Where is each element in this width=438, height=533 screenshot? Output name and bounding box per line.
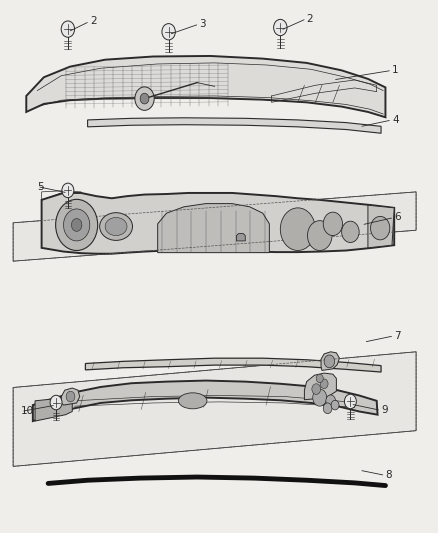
Circle shape — [64, 209, 90, 241]
Circle shape — [50, 395, 62, 410]
Polygon shape — [26, 56, 385, 117]
Text: 2: 2 — [307, 14, 313, 23]
Text: 2: 2 — [90, 17, 96, 26]
Polygon shape — [237, 233, 245, 241]
Circle shape — [316, 374, 323, 383]
Circle shape — [331, 400, 339, 410]
Circle shape — [307, 221, 332, 251]
Circle shape — [312, 384, 321, 394]
Circle shape — [323, 403, 332, 414]
Text: 4: 4 — [392, 115, 399, 125]
Circle shape — [342, 221, 359, 243]
Circle shape — [62, 183, 74, 198]
Circle shape — [280, 208, 315, 251]
Polygon shape — [88, 118, 381, 133]
Text: 7: 7 — [394, 331, 401, 341]
Polygon shape — [304, 373, 336, 400]
Text: 9: 9 — [381, 406, 388, 415]
Polygon shape — [61, 388, 80, 405]
Polygon shape — [13, 192, 416, 261]
Polygon shape — [368, 205, 394, 248]
Polygon shape — [158, 204, 269, 253]
Circle shape — [323, 212, 343, 236]
Circle shape — [344, 394, 357, 409]
Circle shape — [66, 391, 75, 402]
Circle shape — [313, 389, 327, 406]
Text: 6: 6 — [394, 213, 401, 222]
Text: 3: 3 — [199, 19, 206, 29]
Circle shape — [326, 395, 336, 407]
Polygon shape — [13, 352, 416, 466]
Polygon shape — [321, 352, 339, 370]
Ellipse shape — [100, 213, 132, 240]
Circle shape — [71, 219, 82, 231]
Text: 5: 5 — [37, 182, 44, 191]
Circle shape — [140, 93, 149, 104]
Circle shape — [274, 19, 287, 36]
Circle shape — [61, 21, 74, 37]
Ellipse shape — [105, 217, 127, 236]
Text: 8: 8 — [385, 471, 392, 480]
Text: 10: 10 — [21, 407, 34, 416]
Circle shape — [324, 355, 335, 368]
Polygon shape — [42, 193, 394, 254]
Circle shape — [320, 379, 328, 389]
Polygon shape — [85, 358, 381, 372]
Circle shape — [56, 199, 98, 251]
Polygon shape — [33, 381, 378, 421]
Ellipse shape — [178, 393, 207, 409]
Circle shape — [162, 23, 175, 40]
Circle shape — [135, 87, 154, 110]
Circle shape — [371, 216, 390, 240]
Polygon shape — [35, 394, 72, 421]
Text: 1: 1 — [392, 66, 399, 75]
